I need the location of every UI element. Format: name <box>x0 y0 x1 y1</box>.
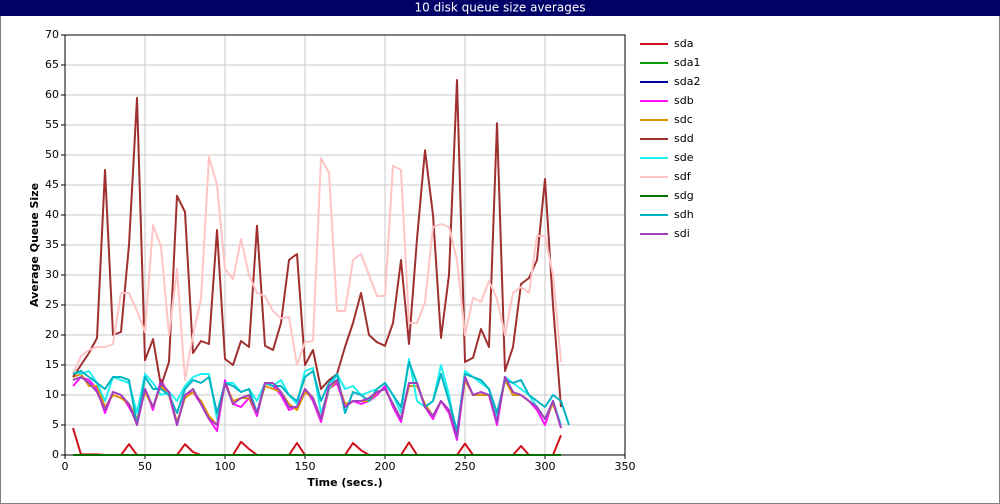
x-tick-label: 100 <box>215 460 236 473</box>
legend-label: sda1 <box>674 56 700 69</box>
y-tick-label: 70 <box>45 28 59 41</box>
x-tick-label: 250 <box>455 460 476 473</box>
y-tick-label: 65 <box>45 58 59 71</box>
y-tick-label: 50 <box>45 148 59 161</box>
series-line <box>72 155 562 381</box>
x-tick-label: 0 <box>62 460 69 473</box>
y-tick-label: 20 <box>45 328 59 341</box>
legend-label: sda2 <box>674 75 700 88</box>
series-line <box>72 376 562 438</box>
y-tick-label: 25 <box>45 298 59 311</box>
series-line <box>72 358 562 438</box>
y-tick-label: 0 <box>52 448 59 461</box>
y-tick-label: 15 <box>45 358 59 371</box>
y-tick-label: 35 <box>45 238 59 251</box>
legend-label: sdi <box>674 227 690 240</box>
x-axis-label: Time (secs.) <box>307 476 382 489</box>
y-tick-label: 55 <box>45 118 59 131</box>
legend-label: sdd <box>674 132 694 145</box>
title-bar <box>0 0 1000 16</box>
x-tick-label: 200 <box>375 460 396 473</box>
x-tick-label: 350 <box>615 460 636 473</box>
y-tick-label: 30 <box>45 268 59 281</box>
y-tick-label: 40 <box>45 208 59 221</box>
legend-label: sde <box>674 151 694 164</box>
x-tick-label: 50 <box>138 460 152 473</box>
legend-label: sdg <box>674 189 694 202</box>
legend-label: sda <box>674 37 693 50</box>
series-line <box>72 361 570 432</box>
y-axis-label: Average Queue Size <box>28 183 41 307</box>
series-line <box>72 79 562 408</box>
y-tick-label: 10 <box>45 388 59 401</box>
legend-label: sdf <box>674 170 692 183</box>
legend-label: sdc <box>674 113 693 126</box>
y-tick-label: 5 <box>52 418 59 431</box>
legend-label: sdb <box>674 94 694 107</box>
chart-title: 10 disk queue size averages <box>415 1 586 15</box>
x-tick-label: 300 <box>535 460 556 473</box>
y-tick-label: 45 <box>45 178 59 191</box>
legend-label: sdh <box>674 208 694 221</box>
y-tick-label: 60 <box>45 88 59 101</box>
x-tick-label: 150 <box>295 460 316 473</box>
